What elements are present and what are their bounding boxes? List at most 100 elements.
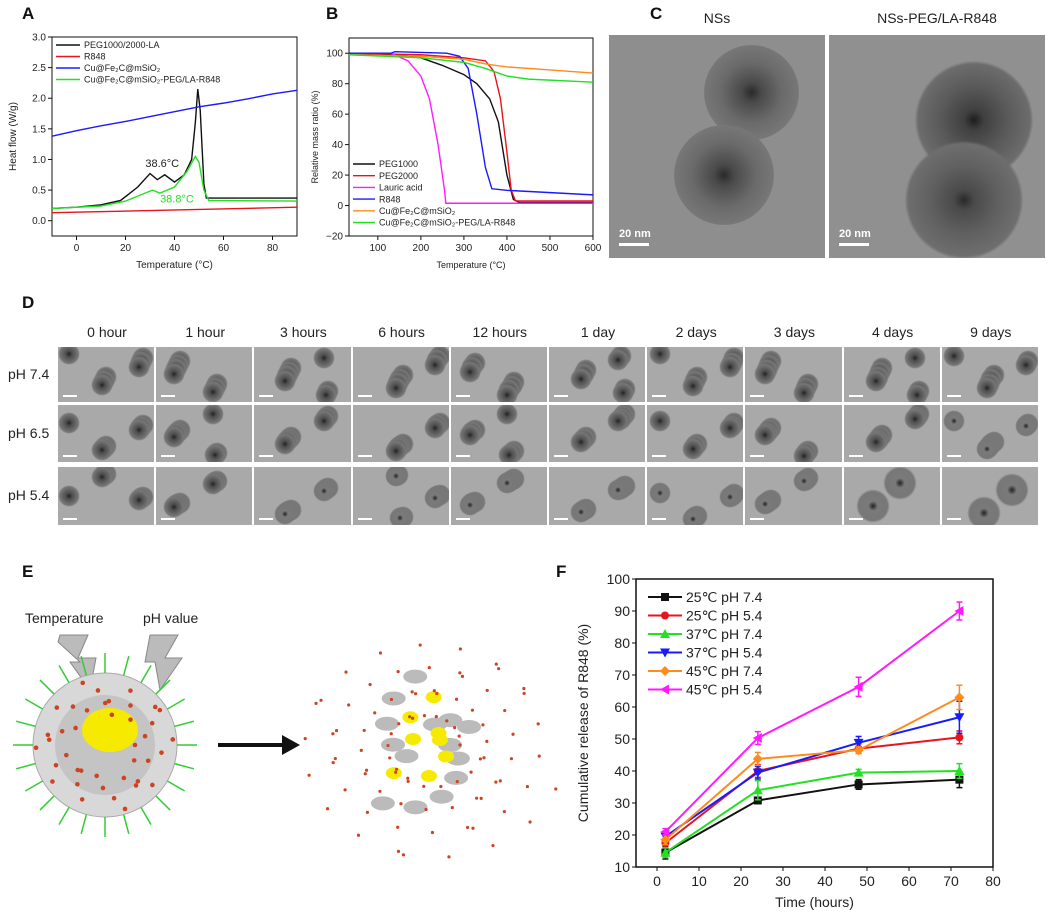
nanoparticle-degraded <box>303 643 558 859</box>
drug-dot <box>406 779 410 783</box>
drug-dot <box>457 734 461 738</box>
column-header: 12 hours <box>472 324 528 340</box>
legend-item: R848 <box>56 52 106 62</box>
nanosphere <box>384 439 407 462</box>
peg-chain <box>24 698 44 710</box>
tem-cell <box>549 347 646 402</box>
annotation: 38.6°C <box>145 158 179 170</box>
drug-dot <box>396 825 400 829</box>
legend-label: 37℃ pH 7.4 <box>686 626 763 642</box>
peg-chain <box>166 780 186 792</box>
column-header: 0 hour <box>87 324 127 340</box>
nanosphere <box>127 355 150 378</box>
drug-dot <box>64 752 69 758</box>
silica-fragment <box>457 719 482 734</box>
nanosphere <box>315 384 338 402</box>
x-tick-label: 20 <box>120 243 132 254</box>
legend-item: 45℃ pH 7.4 <box>648 663 763 679</box>
legend-label: PEG1000 <box>379 159 418 169</box>
drug-dot <box>406 776 410 780</box>
tem-cell <box>254 467 351 525</box>
y-tick-label: 100 <box>607 571 631 587</box>
legend-item: PEG1000/2000-LA <box>56 40 160 50</box>
marker-triangle-up <box>954 766 965 775</box>
annotation: 38.8°C <box>160 193 194 205</box>
scale-bar <box>161 395 176 397</box>
nanosphere <box>203 444 226 462</box>
plot-frame <box>348 37 594 237</box>
drug-dot <box>453 726 457 730</box>
scale-bar <box>455 395 470 397</box>
silica-fragment <box>370 796 395 811</box>
x-axis-label: Time (hours) <box>775 894 854 910</box>
drug-dot <box>78 768 84 773</box>
y-tick-label: 30 <box>614 795 630 811</box>
tem-cell <box>745 347 842 402</box>
legend-item: Cu@Fe₂C@mSiO₂ <box>56 63 161 73</box>
tem-cell <box>254 347 351 402</box>
nanosphere <box>943 347 966 368</box>
peg-chain <box>24 780 44 792</box>
scale-bar <box>619 243 649 246</box>
silica-fragment <box>438 713 463 728</box>
nanosphere <box>498 444 521 462</box>
drug-dot <box>145 758 151 764</box>
y-tick-label: 20 <box>332 171 344 182</box>
nanosphere <box>704 45 799 140</box>
y-axis-label: Relative mass ratio (%) <box>310 90 320 183</box>
y-axis-label: Cumulative release of R848 (%) <box>575 624 591 822</box>
scale-bar <box>357 455 372 457</box>
nanosphere <box>607 348 630 371</box>
scale-bar <box>652 455 667 457</box>
marker-triangle-left <box>660 684 669 695</box>
drug-dot <box>102 700 108 706</box>
nanosphere <box>903 347 926 369</box>
legend-label: 37℃ pH 5.4 <box>686 644 763 660</box>
series-5 <box>660 601 964 837</box>
marker-triangle-left <box>660 826 670 837</box>
nanosphere <box>570 500 593 523</box>
y-tick-label: 3.0 <box>32 33 46 44</box>
drug-dot <box>502 809 506 814</box>
tem-cell <box>843 347 940 402</box>
legend-label: PEG2000 <box>379 171 418 181</box>
x-tick-label: 10 <box>691 873 707 889</box>
peg-chain <box>39 679 55 695</box>
y-tick-label: 40 <box>332 140 344 151</box>
marker-square <box>955 775 964 784</box>
tem-cell <box>450 467 547 525</box>
y-tick-label: 50 <box>614 731 630 747</box>
nanosphere <box>312 347 335 369</box>
marker-triangle-left <box>853 681 863 692</box>
marker-circle <box>955 733 964 742</box>
legend-label: 45℃ pH 5.4 <box>686 681 763 697</box>
nanosphere <box>681 437 704 460</box>
tem-cell <box>647 467 744 525</box>
drug-dot <box>397 722 401 726</box>
y-tick-label: 100 <box>326 49 343 60</box>
y-tick-label: 0.0 <box>32 216 46 227</box>
drug-dot <box>522 686 526 691</box>
nanosphere <box>967 495 1002 525</box>
nanosphere <box>162 495 185 518</box>
marker-triangle-up <box>660 629 670 638</box>
drug-dot <box>157 707 163 713</box>
drug-dot <box>396 849 401 853</box>
peg-chain <box>140 664 152 684</box>
tem-title-nss: NSs <box>703 10 731 26</box>
panel-label-e: E <box>22 562 34 581</box>
legend-label: 25℃ pH 5.4 <box>686 607 763 623</box>
core-fragment <box>430 727 447 740</box>
drug-dot <box>333 756 337 761</box>
drug-dot <box>494 780 498 784</box>
panel-label-b: B <box>326 4 339 23</box>
marker-triangle-up <box>660 847 671 857</box>
nanosphere <box>162 425 185 448</box>
tem-cell <box>352 347 449 402</box>
nanosphere <box>424 353 447 376</box>
peg-chain <box>140 806 152 826</box>
x-tick-label: 40 <box>169 243 181 254</box>
legend-label: R848 <box>84 52 106 62</box>
series-line <box>348 54 594 83</box>
scale-bar <box>357 395 372 397</box>
